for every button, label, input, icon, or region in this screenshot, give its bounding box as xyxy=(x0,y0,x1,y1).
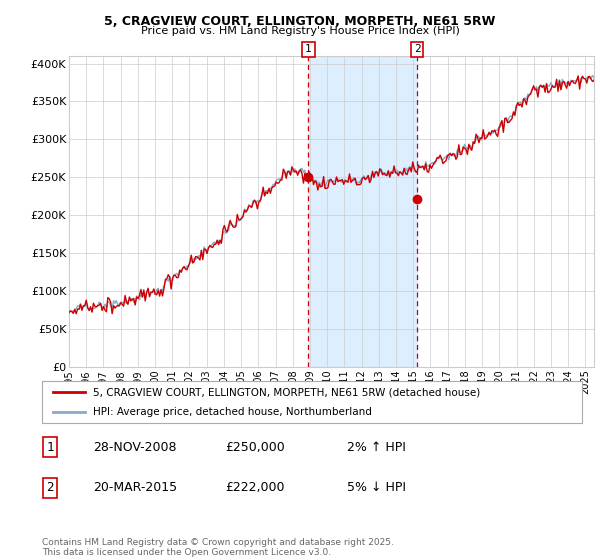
Text: Price paid vs. HM Land Registry's House Price Index (HPI): Price paid vs. HM Land Registry's House … xyxy=(140,26,460,36)
Text: £222,000: £222,000 xyxy=(226,482,285,494)
Text: 1: 1 xyxy=(305,44,312,54)
Text: 2: 2 xyxy=(46,482,54,494)
Text: 1: 1 xyxy=(46,441,54,454)
Text: 2: 2 xyxy=(413,44,421,54)
Text: 28-NOV-2008: 28-NOV-2008 xyxy=(94,441,177,454)
Text: Contains HM Land Registry data © Crown copyright and database right 2025.
This d: Contains HM Land Registry data © Crown c… xyxy=(42,538,394,557)
Text: 5, CRAGVIEW COURT, ELLINGTON, MORPETH, NE61 5RW (detached house): 5, CRAGVIEW COURT, ELLINGTON, MORPETH, N… xyxy=(94,387,481,397)
Text: 20-MAR-2015: 20-MAR-2015 xyxy=(94,482,178,494)
Text: £250,000: £250,000 xyxy=(226,441,286,454)
Text: 2% ↑ HPI: 2% ↑ HPI xyxy=(347,441,406,454)
Text: 5% ↓ HPI: 5% ↓ HPI xyxy=(347,482,406,494)
Bar xyxy=(308,56,417,367)
FancyBboxPatch shape xyxy=(42,381,582,423)
Text: HPI: Average price, detached house, Northumberland: HPI: Average price, detached house, Nort… xyxy=(94,407,372,417)
Text: 5, CRAGVIEW COURT, ELLINGTON, MORPETH, NE61 5RW: 5, CRAGVIEW COURT, ELLINGTON, MORPETH, N… xyxy=(104,15,496,27)
